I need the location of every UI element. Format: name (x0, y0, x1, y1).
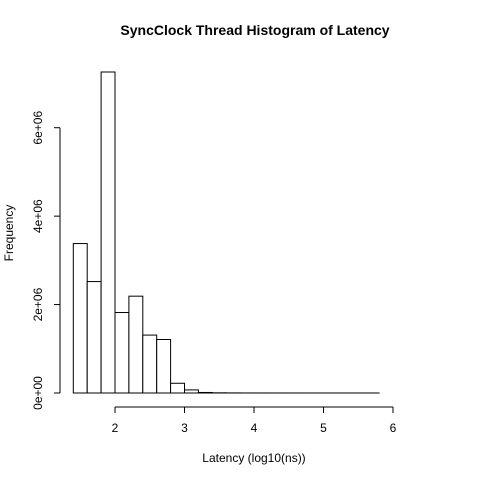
histogram-bar (197, 391, 213, 394)
histogram-bar (100, 71, 116, 394)
y-axis-label: Frequency (2, 205, 16, 262)
histogram-bar (170, 382, 186, 394)
histogram-bar (86, 281, 102, 394)
histogram-bar (142, 334, 158, 394)
histogram-bar (128, 295, 144, 394)
histogram-bar (114, 312, 130, 394)
histogram-bar (156, 339, 172, 394)
histogram-bar (72, 243, 88, 394)
histogram-bar (184, 389, 199, 394)
y-tick-label: 2e+06 (31, 287, 45, 321)
x-tick-label: 6 (390, 421, 397, 435)
bars-group (72, 71, 380, 394)
x-tick-label: 3 (181, 421, 188, 435)
y-tick-label: 6e+06 (31, 111, 45, 145)
x-axis: 2 3 4 5 6 (112, 406, 397, 435)
y-axis: 0e+00 2e+06 4e+06 6e+06 (31, 111, 61, 410)
x-tick-label: 2 (112, 421, 119, 435)
x-tick-label: 5 (320, 421, 327, 435)
y-tick-label: 4e+06 (31, 199, 45, 233)
chart-title: SyncClock Thread Histogram of Latency (120, 22, 389, 38)
y-tick-label: 0e+00 (31, 376, 45, 410)
x-axis-label: Latency (log10(ns)) (202, 451, 305, 465)
x-tick-label: 4 (251, 421, 258, 435)
